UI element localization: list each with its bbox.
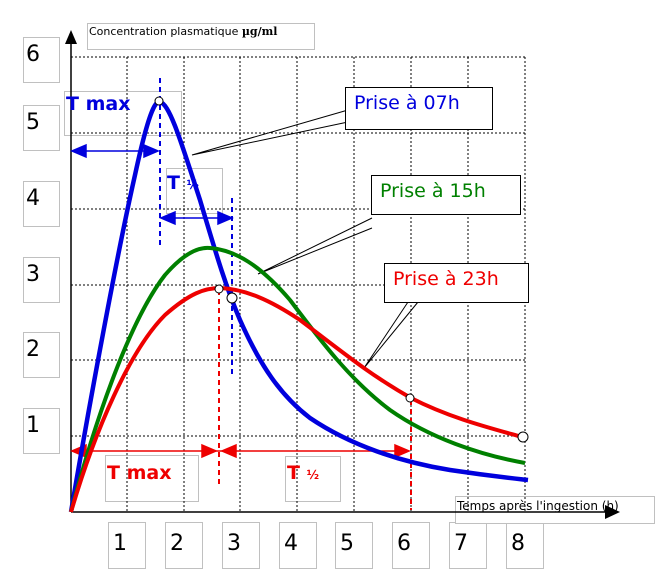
x-tick-7: 7 bbox=[449, 522, 487, 569]
callout-lines bbox=[191, 109, 419, 369]
x-axis-title: Temps après l'ingestion (h) bbox=[457, 499, 619, 513]
y-tick-1: 1 bbox=[23, 408, 60, 454]
x-tick-3: 3 bbox=[222, 522, 260, 569]
legend-prise-23h: Prise à 23h bbox=[384, 263, 529, 303]
y-tick-3: 3 bbox=[23, 257, 60, 303]
y-tick-6: 6 bbox=[23, 37, 60, 83]
y-axis-arrow-icon bbox=[65, 30, 77, 44]
axes bbox=[65, 30, 620, 519]
x-tick-1: 1 bbox=[108, 522, 146, 569]
series-prise-15h bbox=[69, 245, 526, 513]
x-tick-4: 4 bbox=[279, 522, 317, 569]
marker-red-end bbox=[517, 431, 529, 443]
marker-blue-half bbox=[226, 292, 238, 304]
red-tmax-frame bbox=[105, 455, 199, 502]
x-tick-2: 2 bbox=[165, 522, 203, 569]
red-thalf-frame bbox=[285, 456, 341, 502]
series-prise-23h bbox=[69, 285, 523, 513]
marker-red-peak bbox=[214, 284, 224, 294]
series-prise-07h bbox=[68, 99, 529, 513]
red-thalf-label: T ½ bbox=[287, 462, 320, 484]
x-tick-8: 8 bbox=[506, 522, 544, 569]
x-tick-6: 6 bbox=[392, 522, 430, 569]
red-tmax-label: T max bbox=[107, 462, 172, 484]
x-axis-arrow-icon bbox=[605, 505, 620, 519]
blue-tmax-label: T max bbox=[66, 93, 131, 115]
marker-blue-peak bbox=[154, 96, 164, 106]
blue-thalf-label: T ½ bbox=[167, 172, 200, 194]
x-tick-5: 5 bbox=[335, 522, 373, 569]
x-title-frame bbox=[455, 496, 655, 524]
y-axis-title: Concentration plasmatique µg/ml bbox=[89, 25, 278, 38]
y-tick-2: 2 bbox=[23, 332, 60, 378]
blue-thalf-arrow bbox=[159, 210, 234, 226]
marker-red-half bbox=[405, 393, 415, 403]
y-tick-4: 4 bbox=[23, 181, 60, 227]
blue-thalf-frame bbox=[166, 168, 223, 214]
blue-tmax-arrow bbox=[70, 143, 160, 159]
y-tick-5: 5 bbox=[23, 105, 60, 151]
y-title-frame bbox=[87, 23, 315, 50]
legend-prise-15h: Prise à 15h bbox=[371, 175, 521, 215]
legend-prise-07h: Prise à 07h bbox=[345, 87, 493, 130]
